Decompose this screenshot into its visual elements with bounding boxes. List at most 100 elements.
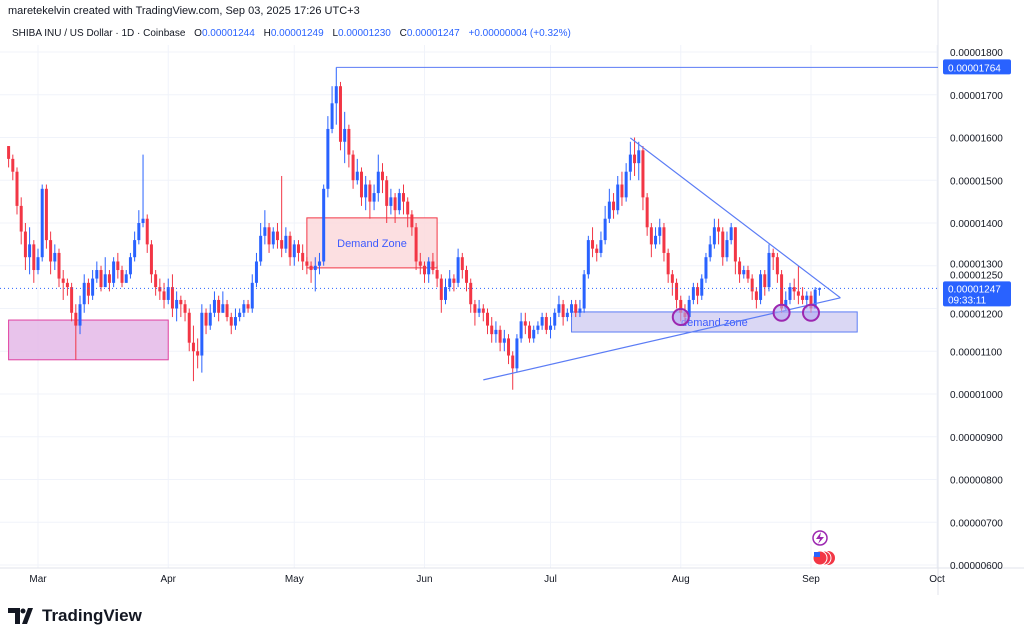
- time-tick-label: Mar: [29, 574, 47, 585]
- candle-body: [431, 261, 435, 271]
- candle-body: [708, 244, 712, 258]
- demand-zone-box: [8, 319, 169, 361]
- price-tick-label: 0.00000800: [950, 476, 1003, 487]
- candle-body: [141, 218, 145, 223]
- candle-body: [158, 287, 162, 292]
- candle-body: [376, 171, 380, 194]
- candle-body: [465, 270, 469, 283]
- candle-body: [359, 171, 363, 198]
- candle-body: [229, 317, 233, 326]
- candle-body: [498, 329, 502, 343]
- candle-body: [427, 261, 431, 275]
- candle-body: [11, 158, 15, 172]
- candle-body: [53, 252, 57, 262]
- candle-body: [338, 86, 342, 142]
- price-tick-label: 0.00001400: [950, 219, 1003, 230]
- candle-body: [326, 128, 330, 189]
- candle-body: [532, 329, 536, 339]
- candle-body: [154, 274, 158, 288]
- candle-body: [817, 288, 821, 290]
- candle-body: [486, 312, 490, 326]
- time-tick-label: May: [285, 574, 304, 585]
- candle-body: [696, 287, 700, 296]
- candle-body: [95, 270, 99, 279]
- time-tick-label: Jul: [544, 574, 557, 585]
- candle-body: [271, 231, 275, 245]
- candle-body: [112, 261, 116, 283]
- time-tick-label: Aug: [672, 574, 690, 585]
- price-tick-label: 0.00001000: [950, 390, 1003, 401]
- tradingview-logo-text: TradingView: [42, 606, 142, 625]
- candle-body: [322, 188, 326, 262]
- candle-body: [435, 270, 439, 279]
- candle-body: [691, 287, 695, 300]
- candle-body: [23, 231, 27, 258]
- candle-body: [813, 289, 817, 309]
- candle-body: [591, 240, 595, 249]
- candle-body: [809, 295, 813, 309]
- candle-body: [519, 321, 523, 339]
- candle-body: [149, 244, 153, 275]
- candle-body: [225, 304, 229, 318]
- price-axis[interactable]: 0.00001800 0.00001700 0.00001600 0.00001500…: [943, 48, 1011, 572]
- candle-body: [175, 299, 179, 309]
- candle-body: [57, 252, 61, 279]
- candle-body: [275, 231, 279, 241]
- last-price-label: 0.00001247: [948, 284, 1001, 295]
- candle-body: [284, 235, 288, 249]
- candle-body: [191, 342, 195, 352]
- candle-body: [759, 274, 763, 300]
- candle-body: [317, 261, 321, 266]
- candle-body: [406, 201, 410, 215]
- candle-body: [481, 308, 485, 313]
- candle-body: [780, 274, 784, 309]
- highlight-circle: [671, 308, 690, 327]
- candle-body: [540, 317, 544, 326]
- candle-body: [523, 321, 527, 326]
- candle-body: [296, 244, 300, 253]
- candle-body: [200, 312, 204, 356]
- event-icons[interactable]: [812, 530, 835, 566]
- candle-body: [82, 282, 86, 305]
- candle-body: [586, 240, 590, 275]
- candle-body: [74, 312, 78, 326]
- candle-body: [448, 278, 452, 288]
- candle-body: [733, 227, 737, 262]
- candle-body: [662, 227, 666, 253]
- tradingview-logo[interactable]: TradingView: [8, 606, 142, 626]
- candle-body: [725, 240, 729, 258]
- time-axis[interactable]: Mar Apr May Jun Jul Aug Sep Oct: [29, 574, 945, 585]
- drawings: Demand Zone demand zone: [0, 66, 938, 381]
- symbol-title: SHIBA INU / US Dollar · 1D · Coinbase: [12, 28, 186, 39]
- candle-body: [788, 287, 792, 300]
- time-tick-label: Sep: [802, 574, 820, 585]
- candle-body: [347, 128, 351, 155]
- candle-body: [305, 261, 309, 266]
- candle-body: [414, 227, 418, 262]
- candle-body: [355, 171, 359, 181]
- candle-body: [259, 235, 263, 262]
- candle-body: [107, 274, 111, 283]
- high-value: 0.00001249: [270, 28, 324, 39]
- candle-body: [700, 278, 704, 296]
- candle-body: [570, 304, 574, 313]
- candle-body: [28, 244, 32, 258]
- candle-body: [805, 295, 809, 300]
- candle-body: [801, 295, 805, 300]
- candle-body: [280, 240, 284, 249]
- lightning-glyph-icon: [816, 532, 824, 544]
- candle-body: [128, 257, 132, 275]
- price-tick-label: 0.00001600: [950, 134, 1003, 145]
- candle-body: [78, 304, 82, 326]
- zone-label: Demand Zone: [337, 238, 407, 250]
- candle-body: [221, 304, 225, 313]
- candle-body: [292, 244, 296, 258]
- candle-body: [120, 270, 124, 283]
- candle-body: [675, 282, 679, 300]
- candle-body: [641, 150, 645, 198]
- candle-body: [670, 274, 674, 283]
- last-price-badge: [943, 281, 1011, 307]
- price-tick-label: 0.00001250: [950, 270, 1003, 281]
- candle-body: [763, 274, 767, 288]
